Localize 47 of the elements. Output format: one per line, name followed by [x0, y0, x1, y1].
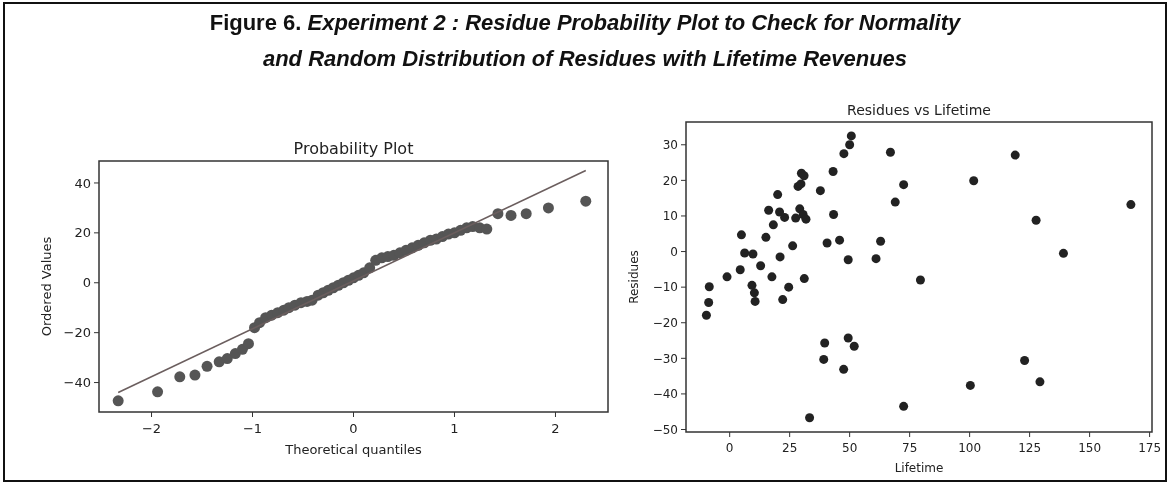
x-tick-label: 50: [842, 441, 858, 455]
y-tick-label: −20: [652, 315, 678, 330]
x-tick-label: 75: [902, 441, 918, 455]
point: [152, 386, 164, 398]
x-axis-title: Lifetime: [894, 461, 944, 475]
y-tick-label: 20: [662, 173, 678, 188]
y-tick-label: 0: [82, 275, 91, 291]
y-tick-label: −10: [652, 280, 678, 295]
point: [112, 395, 124, 407]
y-axis-title: Residues: [627, 250, 641, 304]
point: [520, 208, 532, 220]
point: [481, 223, 493, 235]
point: [505, 209, 517, 221]
caption: Figure 6. Experiment 2 : Residue Probability Plot to Check for Normality: [209, 10, 963, 35]
point: [189, 369, 201, 381]
x-tick-label: 150: [1078, 441, 1102, 455]
x-tick-label: −2: [141, 421, 162, 436]
x-tick-label: 0: [725, 441, 734, 455]
x-tick-label: 100: [958, 441, 982, 455]
point: [221, 353, 233, 365]
chart-title: Probability Plot: [293, 139, 414, 158]
y-tick-label: 0: [670, 244, 678, 259]
y-tick-label: 10: [662, 209, 678, 224]
x-tick-label: 1: [450, 421, 459, 436]
point: [242, 338, 254, 350]
x-tick-label: −1: [242, 421, 263, 436]
point: [580, 195, 592, 207]
point: [542, 202, 554, 214]
y-tick-label: −50: [652, 422, 678, 437]
x-tick-label: 125: [1018, 441, 1042, 455]
x-axis-title: Theoretical quantiles: [284, 442, 422, 457]
x-tick-label: 2: [551, 421, 560, 436]
x-tick-label: 25: [782, 441, 798, 455]
y-tick-label: −30: [652, 351, 678, 366]
y-tick-label: −40: [63, 375, 91, 391]
y-tick-label: 30: [662, 137, 678, 152]
y-tick-label: −20: [63, 325, 91, 341]
y-axis-title: Ordered Values: [39, 236, 54, 337]
x-tick-label: 175: [1138, 441, 1162, 455]
chart-title: Residues vs Lifetime: [847, 102, 991, 118]
y-tick-label: −40: [652, 387, 678, 402]
point: [174, 371, 186, 383]
text: and Random Distribution of Residues with Lifetime Revenues: [262, 46, 908, 71]
y-tick-label: 20: [74, 225, 91, 241]
y-tick-label: 40: [74, 175, 91, 191]
point: [201, 360, 213, 372]
x-tick-label: 0: [349, 421, 358, 436]
